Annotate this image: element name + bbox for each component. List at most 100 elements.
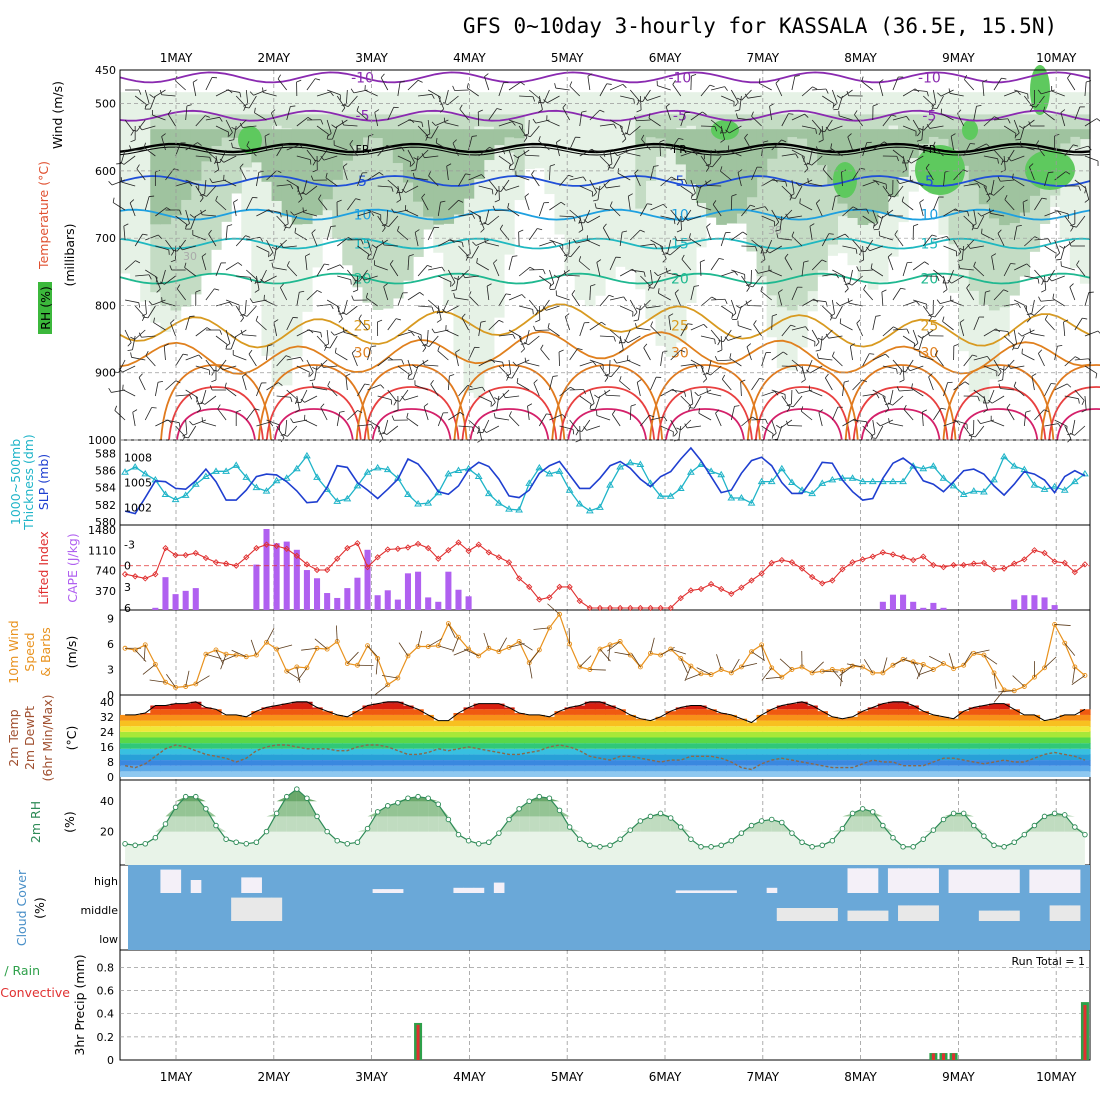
wind-barb-flag [744, 133, 748, 139]
date-label-bottom: 6MAY [649, 1070, 682, 1084]
wind-barb [746, 346, 752, 361]
temperature-band [594, 754, 606, 761]
temperature-band [311, 714, 323, 721]
temperature-band [675, 714, 687, 721]
wind-barb [482, 419, 490, 433]
date-label-bottom: 10MAY [1036, 1070, 1077, 1084]
wind-barb-10m [840, 670, 843, 687]
rh-shade-cell [938, 129, 950, 139]
temperature-band [352, 711, 364, 715]
wind-barb-flag [707, 164, 713, 168]
wind-barb-flag [331, 124, 336, 128]
wind-barb-flag [832, 351, 835, 357]
rh-shade-cell [635, 114, 647, 209]
temperature-band [483, 737, 495, 744]
temperature-band [857, 731, 869, 738]
wind-barb [640, 275, 651, 287]
wind-barb-flag [164, 343, 169, 347]
temperature-band [807, 709, 818, 715]
temperature-band [392, 760, 404, 766]
temperature-band [746, 765, 758, 772]
temperature-band [483, 703, 495, 710]
wind-barb-10m [398, 642, 409, 657]
wind-barb-flag [622, 84, 627, 89]
wind-barb [801, 86, 813, 97]
wind-speed-point [637, 664, 643, 670]
wind-barb-flag [506, 373, 511, 377]
wind-barb-flag [1018, 125, 1024, 129]
wind-barb-flag [648, 287, 654, 289]
wind-barb-flag [435, 137, 438, 144]
temperature-band [584, 743, 596, 749]
wind-barb [205, 116, 220, 121]
wind-barb [141, 335, 156, 338]
wind-barb-flag [225, 343, 231, 347]
temperature-band [615, 726, 626, 732]
temperature-band [918, 743, 929, 749]
wind-barb-flag [465, 173, 471, 176]
wind-barb-10m [822, 670, 839, 673]
wind-barb [799, 179, 813, 187]
thickness-point [303, 451, 311, 459]
wind-barb-flag [786, 407, 791, 412]
wind-barb-flag [315, 78, 321, 81]
wind-barb-flag [659, 139, 665, 143]
wind-barb [296, 395, 300, 410]
wind-barb [788, 215, 803, 219]
temperature-band [827, 720, 838, 727]
wind-barb [842, 245, 857, 250]
wind-barb [831, 406, 839, 421]
temperature-band [968, 748, 980, 755]
pressure-tick-label: 1000 [88, 434, 116, 447]
lifted-index-point [323, 566, 331, 574]
precip-tick-label: 0.6 [97, 985, 115, 998]
temperature-band [291, 771, 303, 777]
slp-tick-label: 1008 [124, 451, 152, 464]
wind-barb-flag [982, 79, 988, 83]
temperature-band [877, 726, 889, 732]
wind-barb [818, 149, 833, 152]
temperature-band [999, 737, 1010, 744]
wind-barb [1000, 179, 1015, 182]
wind-barb-flag [928, 373, 933, 378]
temperature-band [796, 726, 808, 732]
thickness-point [171, 495, 180, 503]
temperature-band [362, 771, 374, 777]
temperature-band [1049, 731, 1061, 738]
temperature-band [291, 701, 303, 704]
temperature-band [413, 765, 424, 772]
rh-point [981, 833, 987, 839]
wind-tick-label: 9 [107, 613, 114, 626]
wind-barb-flag [129, 199, 135, 204]
temperature-band [1079, 720, 1091, 727]
wind-barb-flag [189, 421, 194, 426]
thickness-point [747, 499, 756, 506]
temperature-band [382, 771, 394, 777]
temperature-band [1019, 726, 1030, 732]
thickness-tick-label: 588 [95, 447, 116, 460]
wind-barb [407, 119, 422, 123]
wind-barb [911, 155, 924, 164]
wind-barb [129, 202, 136, 217]
wind-barb-flag [254, 107, 256, 113]
cape-tick-label: 1110 [88, 544, 116, 557]
wind-barb-flag [509, 411, 512, 417]
temperature-band [352, 726, 364, 732]
wind-barb [892, 359, 903, 371]
wind-barb [316, 263, 325, 277]
wind-barb [256, 209, 270, 217]
temperature-band [231, 771, 242, 777]
temperature-band [1039, 771, 1051, 777]
temperature-band [453, 754, 465, 761]
temperature-band [463, 743, 475, 749]
temperature-band [301, 709, 313, 715]
wind-barb [318, 198, 328, 211]
temperature-band [514, 771, 525, 777]
temperature-band [615, 765, 626, 772]
wind-barb [461, 317, 469, 331]
temperature-band [1069, 726, 1081, 732]
temperature-band [1079, 754, 1091, 761]
lifted-index-point [738, 584, 745, 591]
wind-barb-flag [351, 349, 357, 354]
wind-barb-flag [380, 384, 385, 389]
